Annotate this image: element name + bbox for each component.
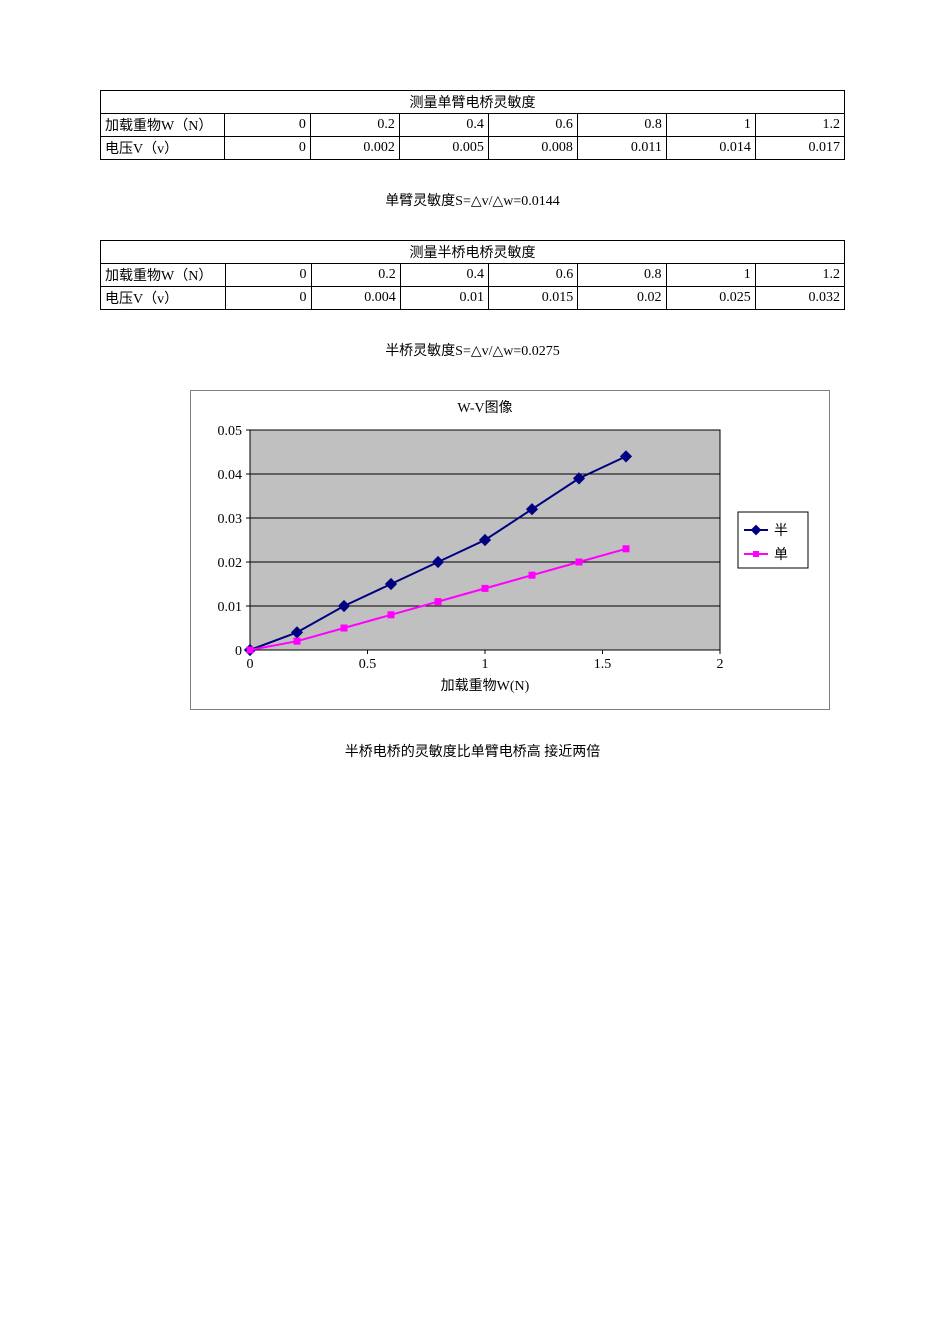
table2-r2c0: 0 bbox=[225, 287, 311, 310]
caption-half-bridge: 半桥灵敏度S=△v/△w=0.0275 bbox=[100, 340, 845, 360]
svg-text:2: 2 bbox=[717, 657, 724, 672]
svg-text:1.5: 1.5 bbox=[594, 657, 612, 672]
svg-text:0.03: 0.03 bbox=[218, 512, 243, 527]
conclusion-text: 半桥电桥的灵敏度比单臂电桥高 接近两倍 bbox=[100, 741, 845, 761]
table2-row1-label: 加载重物W（N） bbox=[101, 264, 226, 287]
svg-text:W-V图像: W-V图像 bbox=[457, 400, 512, 416]
table1-r2c1: 0.002 bbox=[310, 137, 399, 160]
svg-text:单: 单 bbox=[774, 547, 788, 563]
table1-r1c3: 0.6 bbox=[488, 114, 577, 137]
table1-r2c2: 0.005 bbox=[399, 137, 488, 160]
table1-r2c4: 0.011 bbox=[577, 137, 666, 160]
table2-row2-label: 电压V（v） bbox=[101, 287, 226, 310]
table2-r2c6: 0.032 bbox=[755, 287, 844, 310]
table1-r1c2: 0.4 bbox=[399, 114, 488, 137]
table2-r2c5: 0.025 bbox=[666, 287, 755, 310]
table2-r2c2: 0.01 bbox=[400, 287, 488, 310]
table2-r1c5: 1 bbox=[666, 264, 755, 287]
svg-text:0.5: 0.5 bbox=[359, 657, 377, 672]
table1-r1c0: 0 bbox=[225, 114, 311, 137]
svg-text:0.02: 0.02 bbox=[218, 556, 243, 571]
table2-r2c4: 0.02 bbox=[578, 287, 666, 310]
table1-r1c6: 1.2 bbox=[755, 114, 844, 137]
table2-r2c1: 0.004 bbox=[311, 287, 400, 310]
table2-r1c2: 0.4 bbox=[400, 264, 488, 287]
table2-r1c3: 0.6 bbox=[489, 264, 578, 287]
table-single-arm: 测量单臂电桥灵敏度 加载重物W（N） 0 0.2 0.4 0.6 0.8 1 1… bbox=[100, 90, 845, 160]
table2-r1c4: 0.8 bbox=[578, 264, 666, 287]
table1-title: 测量单臂电桥灵敏度 bbox=[101, 91, 845, 114]
table1-r2c6: 0.017 bbox=[755, 137, 844, 160]
table1-r1c5: 1 bbox=[666, 114, 755, 137]
caption-single-arm: 单臂灵敏度S=△v/△w=0.0144 bbox=[100, 190, 845, 210]
table2-r1c1: 0.2 bbox=[311, 264, 400, 287]
svg-text:半: 半 bbox=[774, 523, 788, 539]
table1-row2-label: 电压V（v） bbox=[101, 137, 225, 160]
chart-svg: 0 0.01 0.02 0.03 0.04 0.05 0 0.5 1 1.5 2 W-V图像加载重物W… bbox=[190, 390, 830, 710]
svg-text:1: 1 bbox=[482, 657, 489, 672]
svg-text:0: 0 bbox=[235, 644, 242, 659]
table1-r2c3: 0.008 bbox=[488, 137, 577, 160]
table2-r1c6: 1.2 bbox=[755, 264, 844, 287]
table1-row1-label: 加载重物W（N） bbox=[101, 114, 225, 137]
table-half-bridge: 测量半桥电桥灵敏度 加载重物W（N） 0 0.2 0.4 0.6 0.8 1 1… bbox=[100, 240, 845, 310]
svg-text:0: 0 bbox=[247, 657, 254, 672]
table1-r2c0: 0 bbox=[225, 137, 311, 160]
svg-text:0.05: 0.05 bbox=[218, 424, 243, 439]
table1-r1c1: 0.2 bbox=[310, 114, 399, 137]
wv-chart: 0 0.01 0.02 0.03 0.04 0.05 0 0.5 1 1.5 2 W-V图像加载重物W… bbox=[190, 390, 845, 715]
table1-r1c4: 0.8 bbox=[577, 114, 666, 137]
table2-r2c3: 0.015 bbox=[489, 287, 578, 310]
svg-text:加载重物W(N): 加载重物W(N) bbox=[441, 678, 530, 694]
table2-title: 测量半桥电桥灵敏度 bbox=[101, 241, 845, 264]
svg-text:0.04: 0.04 bbox=[218, 468, 243, 483]
table1-r2c5: 0.014 bbox=[666, 137, 755, 160]
table2-r1c0: 0 bbox=[225, 264, 311, 287]
svg-text:0.01: 0.01 bbox=[218, 600, 243, 615]
